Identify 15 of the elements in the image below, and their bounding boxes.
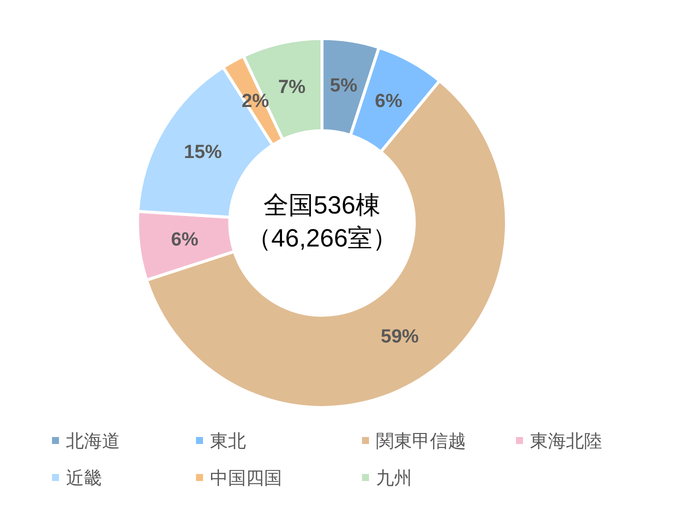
- legend-label: 近畿: [66, 466, 102, 490]
- legend-label: 東海北陸: [530, 430, 602, 452]
- data-label: 6%: [374, 90, 402, 112]
- legend-label: 中国四国: [210, 466, 282, 490]
- legend-label: 北海道: [66, 430, 120, 452]
- data-label: 59%: [380, 326, 419, 348]
- data-label: 6%: [170, 230, 199, 251]
- legend-label: 関東甲信越: [376, 430, 466, 452]
- data-label: 15%: [184, 142, 222, 163]
- legend-label: 東北: [210, 430, 246, 452]
- legend-label: 九州: [376, 466, 412, 490]
- text: 全国536棟: [264, 191, 380, 220]
- data-label: 5%: [330, 76, 358, 97]
- text: （46,266室）: [246, 224, 398, 252]
- data-label: 7%: [278, 77, 306, 98]
